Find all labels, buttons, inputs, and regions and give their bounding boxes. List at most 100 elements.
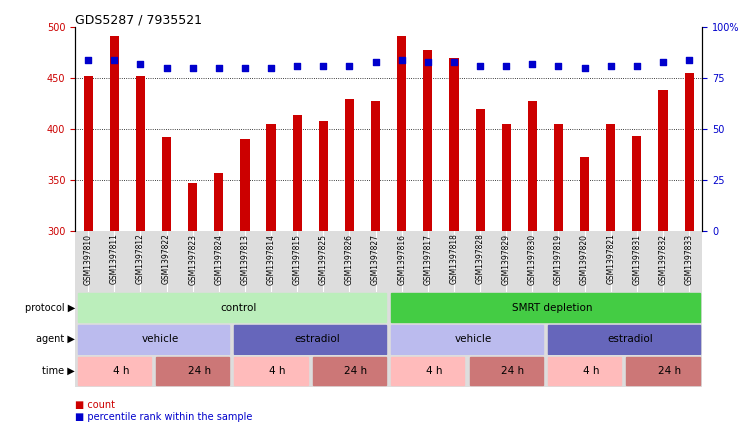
Text: 24 h: 24 h xyxy=(658,366,681,376)
Point xyxy=(82,57,94,63)
Bar xyxy=(188,183,198,231)
Point xyxy=(318,63,330,69)
Bar xyxy=(475,109,484,231)
Text: GSM1397828: GSM1397828 xyxy=(475,233,484,285)
Point xyxy=(422,59,434,66)
Text: GSM1397825: GSM1397825 xyxy=(319,233,328,285)
Text: control: control xyxy=(220,303,257,313)
Point xyxy=(187,65,199,71)
Text: GSM1397823: GSM1397823 xyxy=(189,233,198,285)
FancyBboxPatch shape xyxy=(234,357,308,385)
FancyBboxPatch shape xyxy=(626,357,700,385)
Text: ■ percentile rank within the sample: ■ percentile rank within the sample xyxy=(75,412,252,423)
FancyBboxPatch shape xyxy=(77,325,229,354)
Text: estradiol: estradiol xyxy=(294,335,339,344)
Text: GSM1397829: GSM1397829 xyxy=(502,233,511,285)
Text: SMRT depletion: SMRT depletion xyxy=(511,303,593,313)
Point xyxy=(396,57,408,63)
FancyBboxPatch shape xyxy=(77,357,151,385)
Bar xyxy=(318,121,328,231)
Text: GSM1397816: GSM1397816 xyxy=(397,233,406,285)
Bar xyxy=(345,99,354,231)
Point xyxy=(631,63,643,69)
Text: GSM1397820: GSM1397820 xyxy=(580,233,589,285)
Text: GSM1397817: GSM1397817 xyxy=(424,233,433,285)
Text: GSM1397826: GSM1397826 xyxy=(345,233,354,285)
Text: 4 h: 4 h xyxy=(113,366,129,376)
FancyBboxPatch shape xyxy=(469,357,543,385)
Text: protocol ▶: protocol ▶ xyxy=(25,303,75,313)
Point xyxy=(578,65,590,71)
Text: vehicle: vehicle xyxy=(455,335,492,344)
FancyBboxPatch shape xyxy=(391,325,543,354)
FancyBboxPatch shape xyxy=(77,294,386,322)
Point xyxy=(108,57,120,63)
Text: GSM1397831: GSM1397831 xyxy=(632,233,641,285)
Text: GSM1397812: GSM1397812 xyxy=(136,233,145,285)
Bar xyxy=(240,139,249,231)
Point xyxy=(369,59,382,66)
FancyBboxPatch shape xyxy=(156,357,229,385)
Point xyxy=(161,65,173,71)
Text: GSM1397818: GSM1397818 xyxy=(449,233,458,285)
Bar xyxy=(267,124,276,231)
Point xyxy=(343,63,355,69)
Text: vehicle: vehicle xyxy=(141,335,179,344)
Text: GSM1397832: GSM1397832 xyxy=(659,233,668,285)
Text: 4 h: 4 h xyxy=(270,366,286,376)
Bar xyxy=(632,136,641,231)
Bar xyxy=(449,58,459,231)
Point xyxy=(213,65,225,71)
Bar xyxy=(214,173,223,231)
Bar xyxy=(424,50,433,231)
Bar xyxy=(371,101,380,231)
Text: 24 h: 24 h xyxy=(501,366,524,376)
Text: GSM1397815: GSM1397815 xyxy=(293,233,302,285)
Text: GSM1397811: GSM1397811 xyxy=(110,233,119,285)
Text: GDS5287 / 7935521: GDS5287 / 7935521 xyxy=(75,14,202,26)
Text: GSM1397819: GSM1397819 xyxy=(554,233,563,285)
Bar xyxy=(397,36,406,231)
Bar xyxy=(83,76,92,231)
Text: GSM1397833: GSM1397833 xyxy=(685,233,694,285)
Point xyxy=(265,65,277,71)
Text: GSM1397827: GSM1397827 xyxy=(371,233,380,285)
Text: ■ count: ■ count xyxy=(75,400,115,410)
Point xyxy=(500,63,512,69)
FancyBboxPatch shape xyxy=(391,357,464,385)
Bar xyxy=(659,91,668,231)
Bar xyxy=(580,157,590,231)
Point xyxy=(526,60,538,67)
Bar xyxy=(685,73,694,231)
Point xyxy=(657,59,669,66)
Text: estradiol: estradiol xyxy=(608,335,653,344)
Point xyxy=(134,60,146,67)
Text: 4 h: 4 h xyxy=(583,366,599,376)
Point xyxy=(239,65,251,71)
Text: agent ▶: agent ▶ xyxy=(36,335,75,344)
FancyBboxPatch shape xyxy=(234,325,386,354)
Text: GSM1397822: GSM1397822 xyxy=(162,233,171,285)
Bar xyxy=(606,124,615,231)
Point xyxy=(474,63,486,69)
FancyBboxPatch shape xyxy=(313,357,386,385)
Bar xyxy=(162,137,171,231)
Text: GSM1397821: GSM1397821 xyxy=(606,233,615,285)
FancyBboxPatch shape xyxy=(548,325,700,354)
Bar xyxy=(554,124,563,231)
Point xyxy=(448,59,460,66)
Bar xyxy=(528,101,537,231)
Bar xyxy=(502,124,511,231)
Text: GSM1397824: GSM1397824 xyxy=(214,233,223,285)
Text: time ▶: time ▶ xyxy=(42,366,75,376)
Bar xyxy=(136,76,145,231)
Point xyxy=(683,57,695,63)
Point xyxy=(605,63,617,69)
Point xyxy=(553,63,565,69)
Bar xyxy=(110,36,119,231)
Text: GSM1397814: GSM1397814 xyxy=(267,233,276,285)
Point xyxy=(291,63,303,69)
Text: 24 h: 24 h xyxy=(345,366,367,376)
FancyBboxPatch shape xyxy=(548,357,621,385)
Text: GSM1397813: GSM1397813 xyxy=(240,233,249,285)
